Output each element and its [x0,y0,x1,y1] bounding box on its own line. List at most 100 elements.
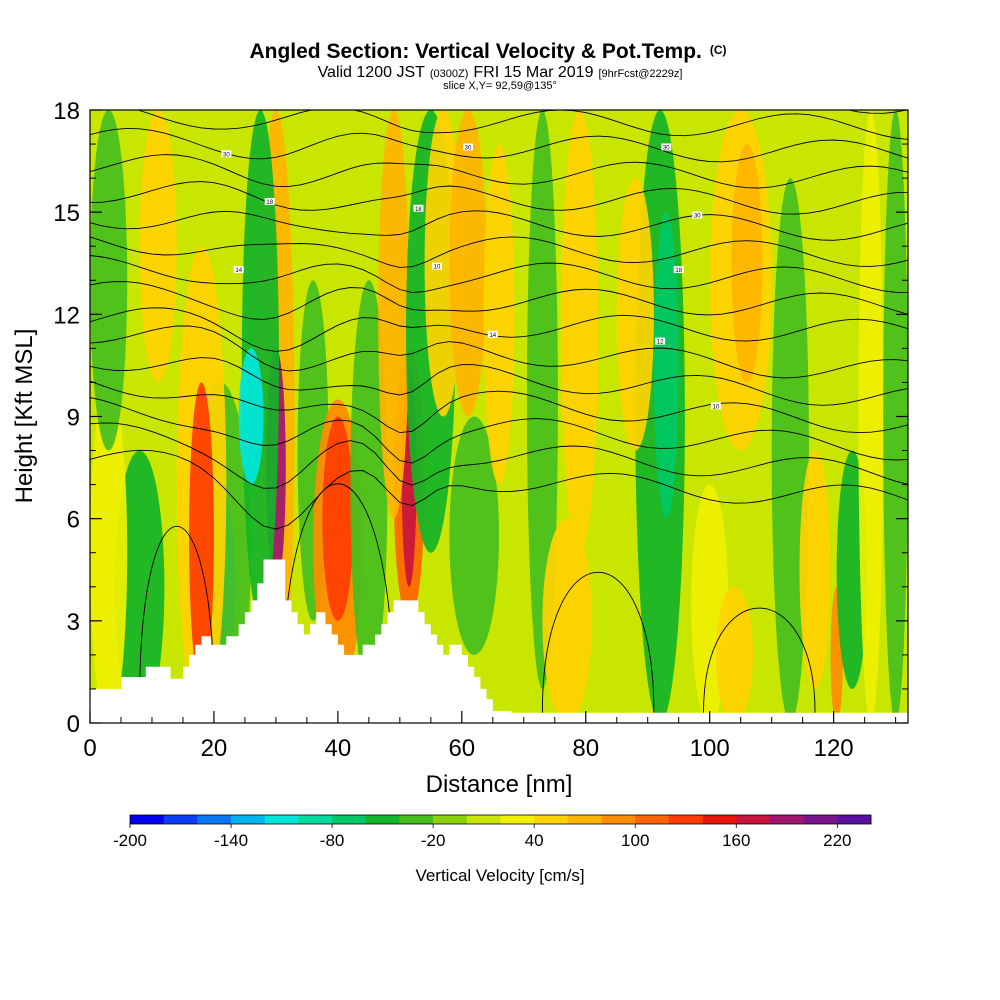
contour-label: 30 [465,145,472,151]
contour-label-bg [673,266,684,274]
contour-label-bg [432,262,443,270]
contour-label-bg [221,150,232,158]
isentrope-line [541,572,655,713]
colorbar-frame [129,814,872,825]
contour-label-bg [710,402,721,410]
colorbar-swatch [601,815,636,824]
velocity-cell [561,110,599,553]
x-tick-label: 0 [83,735,96,762]
terrain-mask [90,559,908,723]
contour-label: 14 [235,268,242,274]
colorbar-swatch [197,815,232,824]
y-tick-label: 3 [67,609,80,636]
plot-area: 30 18 14 30 10 18 14 30 30 18 12 10 [90,110,908,723]
colorbar-swatch [231,815,266,824]
y-tick-label: 6 [67,507,80,534]
isentrope-line [90,380,908,434]
colorbar-tick-label: -140 [214,831,248,850]
colorbar-swatch [736,815,771,824]
x-tick-label: 120 [814,735,854,762]
velocity-cell [90,110,128,451]
y-axis-label: Height [Kft MSL] [11,329,38,504]
velocity-cell [139,110,177,383]
velocity-cell [483,143,515,485]
velocity-cell [715,586,754,723]
colorbar-swatch [466,815,501,824]
isentrope-line [139,525,215,703]
potential-temperature-contours [90,110,908,713]
colorbar-swatch [534,815,569,824]
y-tick-label: 12 [53,302,80,329]
velocity-cell [90,382,128,723]
contour-label: 10 [434,265,441,271]
contour-label-bg [264,197,275,205]
velocity-cell [616,178,654,451]
velocity-cell [858,110,884,723]
velocity-cell [238,348,264,485]
contour-labels: 30 18 14 30 10 18 14 30 30 18 12 10 [221,143,721,410]
colorbar-swatch [500,815,535,824]
velocity-cell [350,280,388,689]
slice-info: slice X,Y= 92,59@135° [443,80,557,92]
velocity-cell [771,178,809,723]
velocity-cell [189,382,214,689]
isentrope-line [90,449,908,530]
velocity-cell [449,110,487,417]
velocity-cell [114,450,165,723]
isentrope-line [90,397,908,464]
y-tick-label: 0 [67,711,80,738]
velocity-cell [883,110,908,723]
colorbar-swatch [399,815,434,824]
contour-label-bg [233,266,244,274]
colorbar-swatch [837,815,872,824]
isentrope-line [90,255,908,294]
velocity-cell [449,416,500,655]
contour-label-bg [413,204,424,212]
colorbar-swatch [567,815,602,824]
contour-label-bg [661,143,672,151]
contour-label: 14 [489,333,496,339]
x-tick-label: 20 [201,735,228,762]
colorbar-swatch [635,815,670,824]
isentrope-line [703,607,816,713]
velocity-cell [378,110,410,519]
contour-label: 12 [657,340,664,346]
y-tick-label: 18 [53,98,80,125]
isentrope-line [90,210,908,241]
colorbar-swatch [668,815,703,824]
isentrope-line [90,236,908,268]
colorbar-swatch [803,815,838,824]
colorbar-tick-label: -200 [113,831,147,850]
colorbar-swatch [298,815,333,824]
isentrope-line [90,357,908,406]
colorbar-label: Vertical Velocity [cm/s] [415,866,584,885]
chart-title: Angled Section: Vertical Velocity & Pot.… [249,40,726,63]
colorbar-swatch [163,815,198,824]
colorbar-tick-label: 40 [525,831,544,850]
x-axis-label: Distance [nm] [426,771,573,798]
colorbar-tick-label: 220 [823,831,851,850]
contour-label-bg [463,143,474,151]
colorbar-swatch [264,815,299,824]
chart-subtitle: Valid 1200 JST (0300Z) FRI 15 Mar 2019 [9hr… [318,64,683,81]
colorbar-swatch [769,815,804,824]
colorbar-tick-label: -20 [421,831,446,850]
velocity-cell [542,518,592,723]
x-tick-label: 80 [572,735,599,762]
colorbar-tick-label: 100 [621,831,649,850]
colorbar-tick-label: -80 [320,831,345,850]
isentrope-line [90,307,908,352]
isentrope-line [90,154,908,189]
contour-label: 18 [675,268,682,274]
contour-label: 18 [266,200,273,206]
contour-label: 10 [713,404,720,410]
isentrope-line [281,483,395,706]
contour-label-bg [487,330,498,338]
colorbar-swatch [365,815,400,824]
isentrope-line [90,422,908,489]
isentrope-line [90,281,908,320]
x-tick-label: 60 [448,735,475,762]
x-tick-label: 100 [690,735,730,762]
colorbar-swatch [332,815,367,824]
